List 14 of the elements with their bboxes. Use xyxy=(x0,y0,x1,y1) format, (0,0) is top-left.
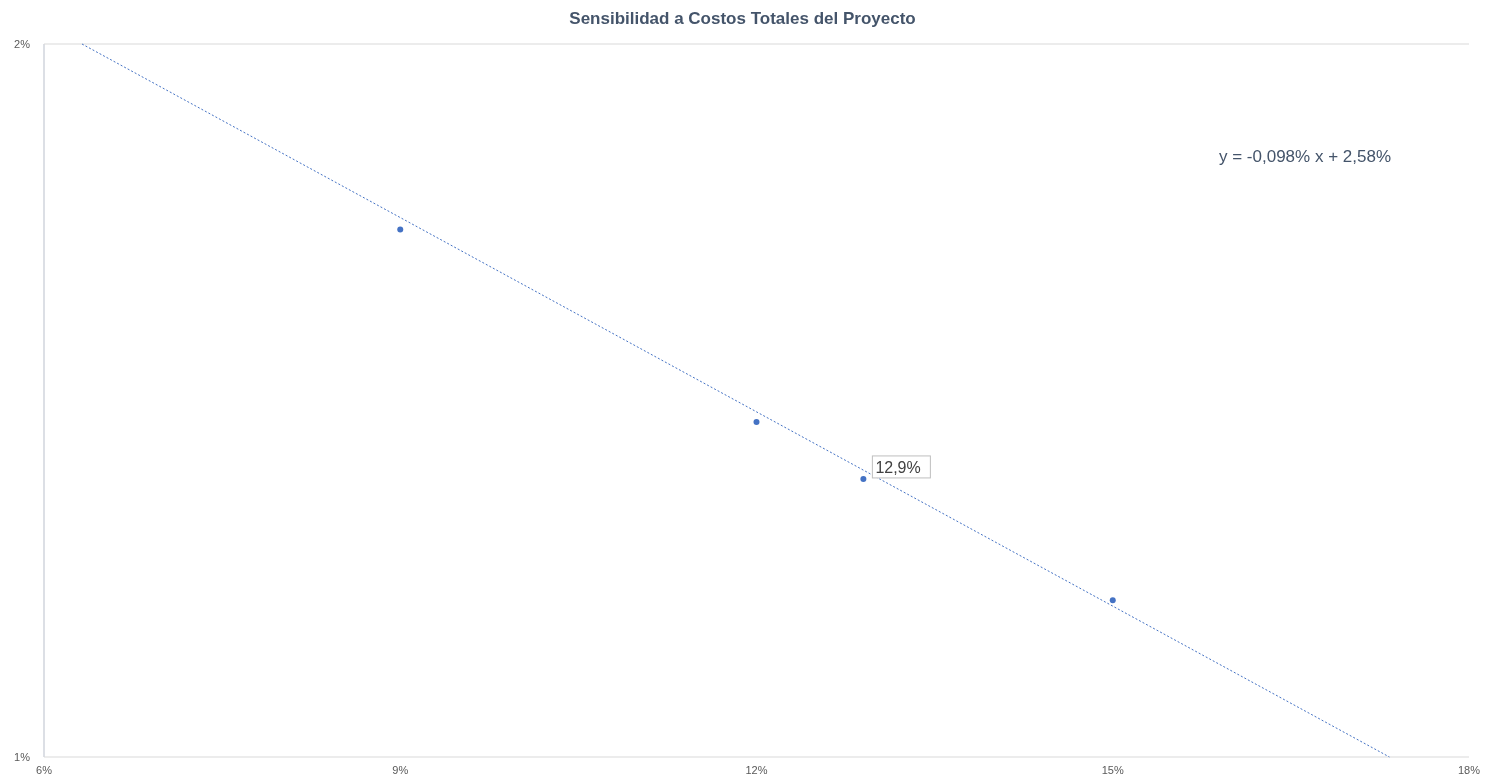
annotation: y = -0,098% x + 2,58% xyxy=(1219,147,1391,166)
y-tick-label: 2% xyxy=(14,38,31,50)
annotation: 12,9% xyxy=(875,458,921,476)
x-tick-label: 15% xyxy=(1101,764,1124,776)
point xyxy=(860,475,867,482)
y-tick-label: 1% xyxy=(14,751,31,763)
x-tick-label: 12% xyxy=(745,764,768,776)
point xyxy=(397,226,404,233)
point xyxy=(1109,597,1116,604)
chart-title: Sensibilidad a Costos Totales del Proyecto xyxy=(569,9,916,28)
x-tick-label: 9% xyxy=(392,764,409,776)
x-tick-label: 18% xyxy=(1457,764,1481,776)
x-tick-label: 6% xyxy=(36,764,53,776)
point xyxy=(753,418,760,425)
